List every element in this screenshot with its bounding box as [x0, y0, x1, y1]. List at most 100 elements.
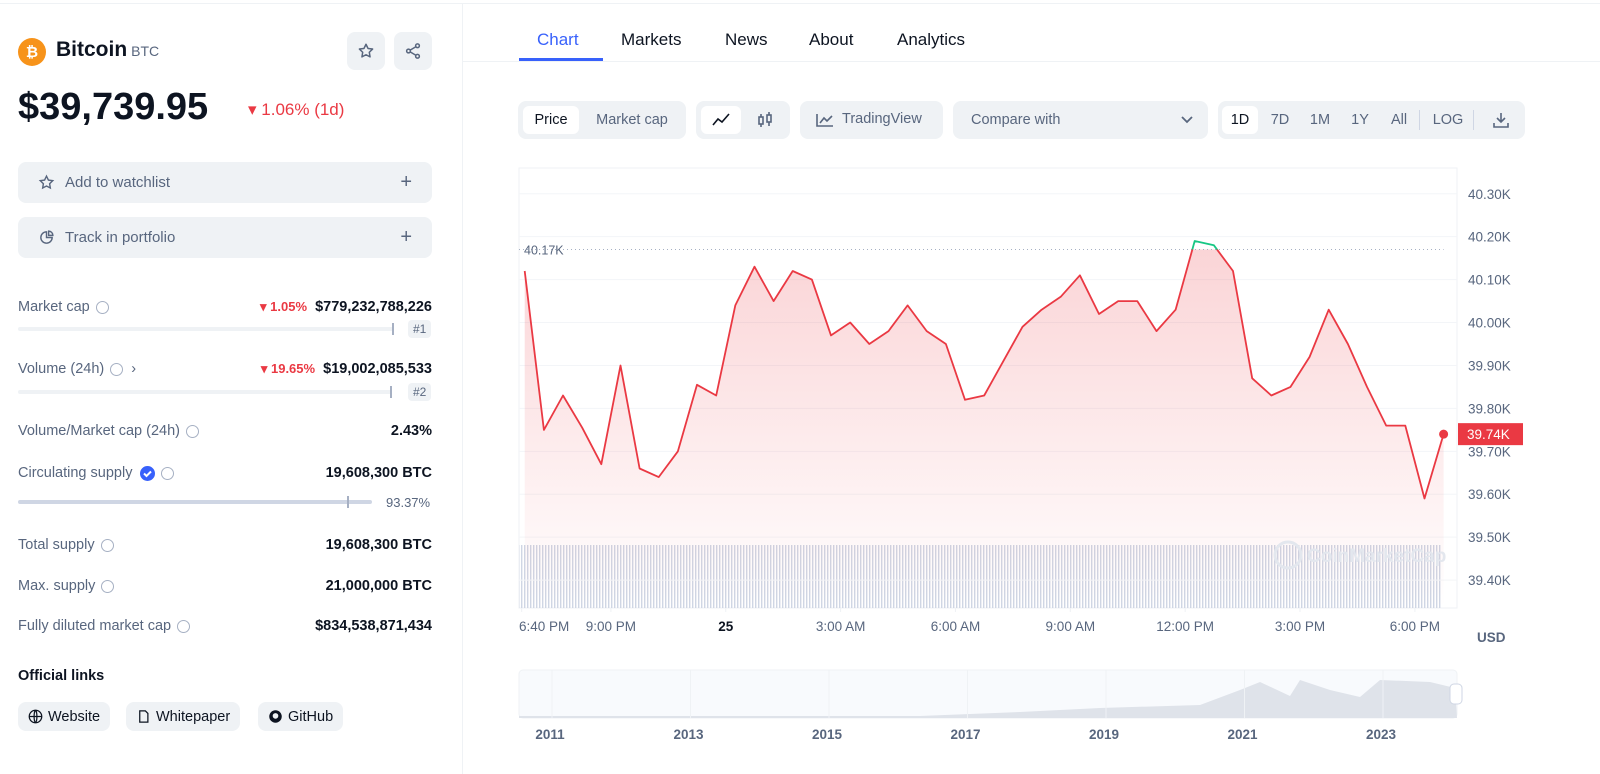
reference-label: 40.17K: [524, 244, 564, 258]
download-button[interactable]: [1482, 106, 1520, 134]
website-link[interactable]: Website: [18, 702, 111, 731]
tab[interactable]: Analytics: [897, 30, 966, 49]
navigator-year: 2013: [673, 727, 704, 742]
x-tick-label: 6:40 PM: [519, 619, 569, 634]
stat-label-text: Max. supply: [18, 578, 96, 594]
range-button[interactable]: 1Y: [1351, 112, 1369, 128]
rank-text: #1: [408, 320, 432, 338]
stat-label-text: Volume (24h): [18, 361, 105, 377]
rank: #1: [408, 320, 432, 338]
price-toggle[interactable]: Price: [523, 106, 579, 134]
stat-change: 19.65%: [270, 361, 316, 376]
stat-label: Fully diluted market cap: [18, 618, 191, 634]
range-button[interactable]: 7D: [1270, 112, 1290, 128]
tab[interactable]: Chart: [537, 30, 579, 49]
tradingview-label: TradingView: [842, 111, 922, 127]
y-tick-label: 39.80K: [1468, 401, 1511, 416]
y-tick-label: 39.60K: [1468, 487, 1511, 502]
y-tick-label: 40.00K: [1468, 316, 1511, 331]
stat-value-text: $779,232,788,226: [315, 299, 432, 315]
link-text: Whitepaper: [156, 708, 231, 725]
stat-label-text: Total supply: [18, 537, 95, 553]
supply-bar: [18, 496, 372, 508]
portfolio-button[interactable]: Track in portfolio +: [18, 217, 432, 258]
github-link[interactable]: GitHub: [258, 702, 344, 731]
stat-label: Volume (24h) ›: [18, 361, 137, 377]
stat-label: Market cap: [18, 299, 109, 315]
separator: [1419, 110, 1420, 130]
tab[interactable]: News: [725, 30, 768, 49]
y-tick-label: 40.20K: [1468, 230, 1511, 245]
compare-dropdown[interactable]: Compare with: [953, 101, 1208, 139]
stat-label-text: Volume/Market cap (24h): [18, 423, 180, 439]
stat-value: 21,000,000 BTC: [325, 578, 432, 594]
x-tick-label: 6:00 AM: [931, 619, 981, 634]
tab[interactable]: Markets: [621, 30, 682, 49]
marketcap-toggle[interactable]: Market cap: [596, 112, 668, 128]
link-text: GitHub: [288, 708, 334, 725]
navigator-year: 2017: [950, 727, 980, 742]
stat-label-text: Market cap: [18, 299, 90, 315]
star-button[interactable]: [347, 32, 385, 70]
navigator-year: 2023: [1366, 727, 1397, 742]
coin-price: $39,739.95: [18, 86, 209, 128]
watchlist-button[interactable]: Add to watchlist +: [18, 162, 432, 203]
stat-label: Volume/Market cap (24h): [18, 423, 199, 439]
navigator-year: 2015: [812, 727, 843, 742]
watchlist-label: Add to watchlist: [65, 174, 171, 191]
link-text: Website: [48, 708, 101, 725]
share-button[interactable]: [394, 32, 432, 70]
price-chart: 39.40K 39.50K 39.60K 39.70K 39.80K 39.90K 40.0…: [518, 167, 1523, 742]
range-button[interactable]: All: [1390, 112, 1408, 128]
x-tick-label: 9:00 PM: [586, 619, 636, 634]
y-tick-label: 39.90K: [1468, 358, 1511, 373]
navigator-year: 2011: [535, 727, 565, 742]
stat-label-text: Circulating supply: [18, 465, 133, 481]
supply-percent: 93.37%: [386, 495, 431, 510]
stat-label: Max. supply: [18, 578, 115, 594]
links-title: Official links: [18, 668, 105, 684]
x-tick-label: 25: [718, 619, 734, 634]
stat-value: $834,538,871,434: [315, 618, 432, 634]
tabs-border: [463, 61, 1600, 62]
compare-label: Compare with: [971, 112, 1061, 128]
stat-value-text: $19,002,085,533: [323, 361, 432, 377]
tradingview-button[interactable]: TradingView: [800, 101, 943, 139]
navigator-history: [519, 680, 1457, 718]
rank-bar: [18, 386, 392, 398]
navigator-handle[interactable]: [1449, 683, 1463, 705]
rank: #2: [408, 383, 432, 401]
whitepaper-link[interactable]: Whitepaper: [126, 702, 241, 731]
y-tick-label: 40.10K: [1468, 273, 1511, 288]
separator: [1473, 110, 1474, 130]
coin-symbol: BTC: [131, 43, 160, 59]
stat-value: ▾ 19.65% $19,002,085,533: [260, 361, 432, 377]
x-tick-label: 3:00 PM: [1275, 619, 1325, 634]
range-button[interactable]: 1D: [1222, 106, 1258, 134]
x-tick-label: 6:00 PM: [1390, 619, 1440, 634]
price-tag-bg: [1458, 423, 1523, 446]
candle-style-button[interactable]: [745, 106, 785, 134]
watermark-logo: [1273, 540, 1303, 570]
stat-value: ▾ 1.05% $779,232,788,226: [260, 299, 432, 315]
coin-name: Bitcoin BTC: [56, 38, 159, 62]
stat-label: Total supply: [18, 537, 114, 553]
line-style-button[interactable]: [701, 106, 741, 134]
currency-label: USD: [1477, 630, 1506, 645]
navigator-year: 2021: [1227, 727, 1258, 742]
log-button[interactable]: LOG: [1432, 112, 1464, 128]
y-tick-label: 39.70K: [1468, 444, 1511, 459]
coin-name-text: Bitcoin: [56, 38, 128, 61]
x-tick-label: 3:00 AM: [816, 619, 866, 634]
stat-value: 19,608,300 BTC: [325, 537, 432, 553]
active-tab-indicator: [519, 58, 603, 61]
x-tick-label: 9:00 AM: [1046, 619, 1096, 634]
x-tick-label: 12:00 PM: [1156, 619, 1214, 634]
watermark: CoinMarketCap: [1307, 546, 1446, 567]
coin-logo: ₿: [18, 38, 46, 66]
price-tag: 39.74K: [1467, 427, 1510, 442]
range-button[interactable]: 1M: [1309, 112, 1331, 128]
price-change: ▾ 1.06% (1d): [248, 100, 345, 119]
tab[interactable]: About: [809, 30, 854, 49]
